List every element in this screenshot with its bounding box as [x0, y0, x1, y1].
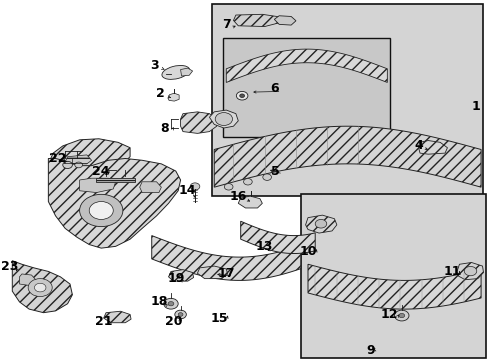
- Circle shape: [463, 266, 476, 276]
- Circle shape: [168, 302, 174, 306]
- Text: 23: 23: [1, 260, 19, 273]
- Text: 3: 3: [149, 59, 158, 72]
- Bar: [211, 4, 483, 196]
- Circle shape: [398, 314, 404, 318]
- Polygon shape: [103, 311, 131, 323]
- Circle shape: [243, 179, 252, 185]
- Polygon shape: [140, 182, 161, 193]
- Circle shape: [315, 220, 326, 228]
- Circle shape: [224, 184, 232, 190]
- Polygon shape: [180, 112, 216, 134]
- Text: 4: 4: [413, 139, 422, 152]
- Text: 21: 21: [95, 315, 112, 328]
- Circle shape: [174, 310, 186, 319]
- Text: 20: 20: [164, 315, 182, 328]
- Circle shape: [62, 161, 72, 168]
- Circle shape: [262, 174, 271, 180]
- Circle shape: [236, 91, 247, 100]
- Polygon shape: [238, 196, 262, 208]
- Text: 19: 19: [167, 272, 184, 285]
- Text: 11: 11: [443, 265, 460, 278]
- Text: 6: 6: [269, 82, 278, 95]
- Text: 17: 17: [217, 267, 235, 280]
- Circle shape: [80, 194, 122, 226]
- Circle shape: [28, 279, 52, 297]
- Polygon shape: [12, 261, 72, 313]
- Text: 12: 12: [380, 308, 398, 321]
- Bar: [223, 39, 389, 137]
- Circle shape: [75, 162, 82, 168]
- Polygon shape: [96, 178, 135, 182]
- Text: 1: 1: [471, 100, 480, 113]
- Polygon shape: [307, 264, 480, 309]
- Polygon shape: [180, 68, 192, 76]
- Polygon shape: [51, 139, 130, 171]
- Circle shape: [239, 94, 244, 98]
- Circle shape: [190, 183, 200, 190]
- Circle shape: [163, 298, 178, 309]
- Circle shape: [34, 283, 46, 292]
- Circle shape: [178, 313, 183, 316]
- Polygon shape: [80, 178, 116, 193]
- Ellipse shape: [162, 66, 189, 79]
- Text: 9: 9: [366, 344, 374, 357]
- Text: 10: 10: [299, 245, 316, 258]
- Circle shape: [215, 113, 232, 126]
- Polygon shape: [456, 262, 483, 280]
- Text: 8: 8: [160, 122, 169, 135]
- Polygon shape: [209, 110, 238, 128]
- Text: 16: 16: [229, 190, 246, 203]
- Polygon shape: [48, 158, 180, 248]
- Polygon shape: [305, 215, 336, 233]
- Polygon shape: [20, 274, 36, 286]
- Bar: [300, 194, 485, 357]
- Polygon shape: [65, 155, 91, 164]
- Text: 13: 13: [256, 240, 273, 253]
- Polygon shape: [168, 93, 179, 101]
- Polygon shape: [233, 14, 281, 27]
- Text: 5: 5: [271, 165, 280, 177]
- Text: 14: 14: [179, 184, 196, 197]
- Circle shape: [394, 310, 408, 321]
- Text: 18: 18: [150, 296, 167, 309]
- Polygon shape: [418, 140, 447, 154]
- Polygon shape: [274, 16, 295, 25]
- Text: 15: 15: [210, 311, 227, 325]
- Polygon shape: [197, 266, 227, 279]
- Text: 24: 24: [92, 165, 110, 177]
- Polygon shape: [168, 270, 193, 281]
- Text: 22: 22: [49, 152, 66, 165]
- Polygon shape: [151, 235, 300, 280]
- Text: 7: 7: [222, 18, 230, 31]
- Polygon shape: [214, 126, 480, 187]
- Circle shape: [89, 202, 113, 220]
- Polygon shape: [240, 221, 315, 253]
- Text: 2: 2: [156, 87, 164, 100]
- Polygon shape: [226, 49, 386, 82]
